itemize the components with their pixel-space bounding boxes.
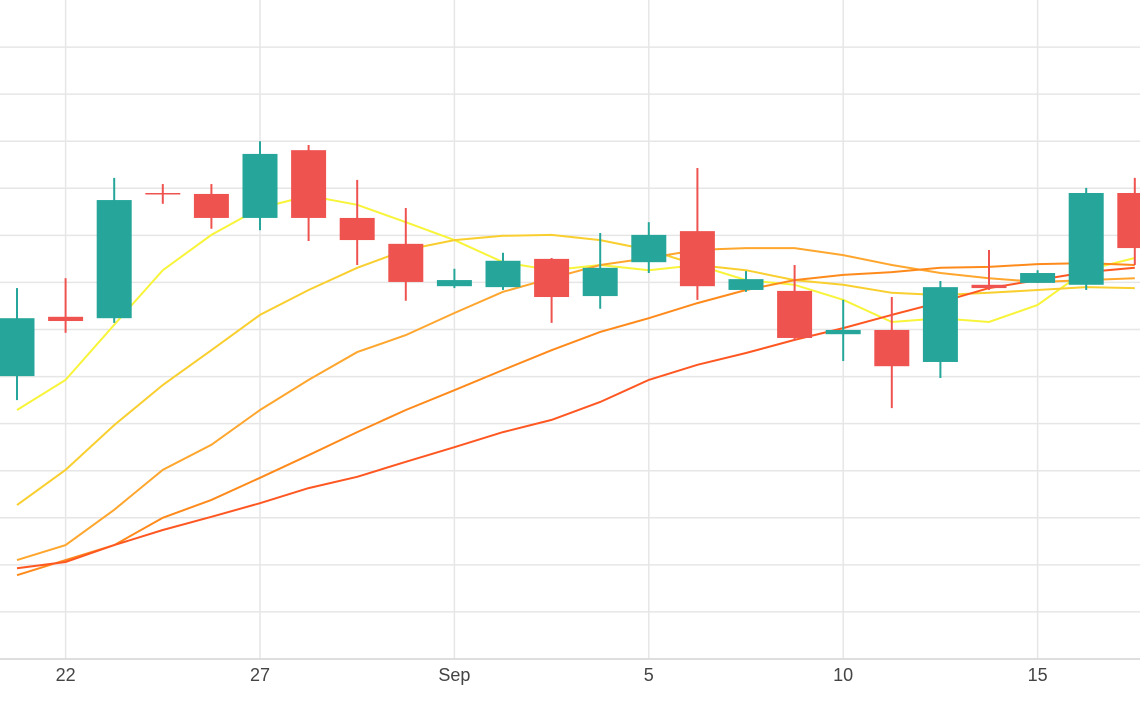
- candle-body: [1068, 192, 1104, 285]
- candle-body: [582, 267, 618, 297]
- candle-body: [193, 193, 229, 218]
- moving-average-line: [16, 247, 1135, 562]
- candle-body: [825, 329, 861, 335]
- candle-body: [145, 192, 181, 195]
- candle-body: [1117, 192, 1140, 249]
- candle-body: [96, 200, 132, 319]
- moving-average-line: [16, 262, 1135, 577]
- x-tick-label: 5: [644, 665, 654, 685]
- candle-body: [922, 287, 958, 362]
- candle-body: [242, 153, 278, 218]
- candle-body: [291, 150, 327, 218]
- candle-body: [1020, 273, 1056, 283]
- x-tick-label: 10: [833, 665, 853, 685]
- candle-body: [485, 260, 521, 288]
- candle-body: [728, 279, 764, 290]
- candle-body: [971, 284, 1007, 289]
- x-tick-label: Sep: [438, 665, 470, 685]
- candle-body: [48, 316, 84, 322]
- candle-body: [874, 329, 910, 367]
- moving-average-line: [16, 266, 1135, 570]
- candle-body: [777, 290, 813, 338]
- candle-body: [0, 318, 35, 377]
- candle-body: [534, 258, 570, 298]
- candle-body: [388, 243, 424, 282]
- x-tick-label: 27: [250, 665, 270, 685]
- x-tick-label: 22: [56, 665, 76, 685]
- x-tick-label: 15: [1028, 665, 1048, 685]
- candle-body: [339, 217, 375, 241]
- moving-average-line: [16, 194, 1136, 411]
- candle-body: [631, 234, 667, 263]
- candle-body: [679, 231, 715, 287]
- candle-body: [436, 280, 472, 287]
